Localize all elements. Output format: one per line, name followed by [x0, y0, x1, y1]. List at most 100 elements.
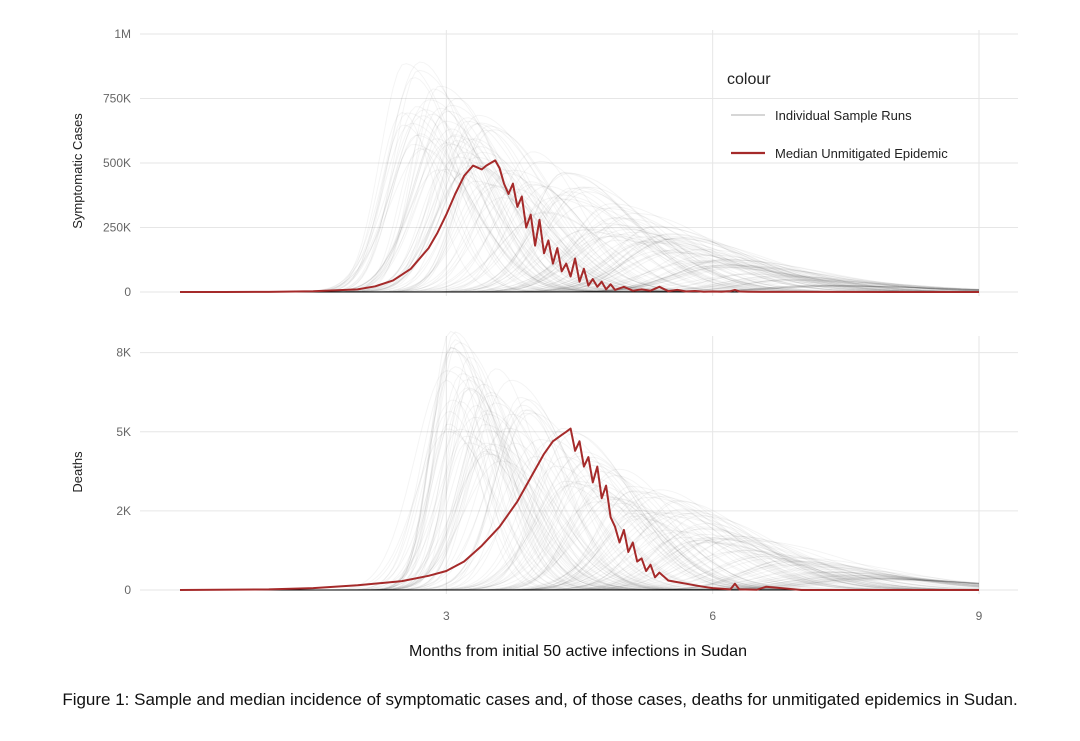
- sample-run-line: [180, 527, 979, 591]
- sample-run-line: [180, 541, 979, 591]
- sample-run-line: [180, 346, 979, 591]
- sample-run-line: [180, 497, 979, 591]
- sample-run-line: [180, 528, 979, 591]
- sample-run-line: [180, 63, 979, 293]
- sample-run-line: [180, 495, 979, 591]
- sample-run-line: [180, 571, 980, 591]
- sample-run-line: [180, 549, 980, 591]
- sample-run-line: [180, 578, 980, 591]
- sample-run-line: [180, 512, 979, 591]
- sample-run-line: [180, 533, 979, 591]
- figure-caption: Figure 1: Sample and median incidence of…: [62, 690, 1018, 709]
- sample-run-line: [180, 511, 979, 591]
- sample-run-line: [180, 577, 980, 591]
- sample-run-line: [180, 347, 979, 591]
- sample-run-line: [180, 522, 979, 591]
- y-tick-label: 5K: [116, 425, 131, 439]
- sample-run-line: [180, 540, 980, 591]
- sample-run-line: [180, 574, 980, 591]
- sample-run-line: [180, 574, 980, 591]
- sample-run-line: [180, 577, 980, 591]
- sample-run-line: [180, 561, 980, 591]
- sample-run-line: [180, 342, 979, 591]
- sample-run-line: [180, 489, 979, 591]
- legend-entry-label: Median Unmitigated Epidemic: [775, 146, 948, 161]
- sample-run-line: [180, 563, 980, 591]
- sample-run-line: [180, 512, 979, 591]
- y-axis-title: Symptomatic Cases: [70, 113, 85, 229]
- sample-run-line: [180, 501, 979, 591]
- sample-run-line: [180, 564, 980, 591]
- y-tick-label: 500K: [103, 156, 131, 170]
- sample-run-line: [180, 539, 980, 591]
- sample-run-line: [180, 568, 980, 591]
- median-epidemic-line: [180, 159, 979, 293]
- sample-run-line: [180, 557, 980, 591]
- sample-run-line: [180, 538, 980, 591]
- sample-run-line: [180, 560, 980, 591]
- sample-run-line: [180, 515, 979, 591]
- sample-run-line: [180, 556, 980, 591]
- y-tick-label: 2K: [116, 504, 131, 518]
- sample-run-line: [180, 577, 980, 591]
- sample-run-line: [180, 535, 979, 591]
- sample-run-line: [180, 572, 980, 591]
- sample-run-line: [180, 566, 980, 591]
- y-tick-label: 0: [124, 583, 131, 597]
- x-tick-label: 9: [976, 609, 983, 623]
- sample-run-line: [180, 551, 979, 591]
- sample-run-line: [180, 512, 979, 591]
- sample-run-line: [180, 536, 979, 591]
- sample-run-line: [180, 537, 980, 591]
- sample-run-line: [180, 537, 979, 591]
- sample-run-line: [180, 560, 980, 591]
- sample-run-line: [180, 550, 979, 591]
- sample-run-line: [180, 138, 979, 293]
- sample-run-line: [180, 553, 980, 591]
- sample-run-line: [180, 575, 980, 591]
- sample-run-line: [180, 574, 980, 591]
- sample-run-line: [180, 539, 980, 591]
- sample-run-line: [180, 564, 980, 591]
- x-tick-label: 6: [709, 609, 716, 623]
- legend-title: colour: [727, 71, 771, 88]
- sample-run-line: [180, 531, 979, 591]
- sample-run-line: [180, 138, 979, 293]
- sample-run-line: [180, 485, 979, 591]
- sample-run-line: [180, 542, 980, 591]
- sample-run-line: [180, 571, 980, 591]
- sample-run-line: [180, 575, 980, 591]
- sample-run-line: [180, 575, 980, 591]
- sample-run-line: [180, 571, 980, 591]
- sample-run-line: [180, 555, 980, 591]
- median-epidemic-line: [179, 427, 979, 591]
- sample-run-line: [180, 577, 980, 591]
- sample-run-line: [180, 492, 979, 591]
- x-tick-label: 3: [443, 609, 450, 623]
- y-tick-label: 0: [124, 285, 131, 299]
- sample-run-line: [180, 499, 979, 591]
- y-tick-label: 1M: [114, 27, 131, 41]
- sample-run-line: [180, 509, 979, 591]
- sample-run-line: [180, 160, 979, 293]
- sample-run-line: [180, 577, 980, 591]
- sample-run-line: [180, 578, 980, 591]
- sample-run-line: [180, 578, 980, 591]
- sample-run-line: [180, 346, 979, 591]
- sample-run-line: [180, 562, 980, 591]
- y-tick-label: 250K: [103, 221, 131, 235]
- legend: colour Individual Sample Runs Median Unmit…: [727, 71, 948, 161]
- sample-run-line: [180, 579, 980, 591]
- y-axis-title: Deaths: [70, 451, 85, 493]
- sample-run-line: [180, 571, 980, 591]
- y-tick-label: 8K: [116, 346, 131, 360]
- sample-run-line: [180, 535, 980, 591]
- x-axis-title: Months from initial 50 active infections…: [409, 643, 747, 660]
- sample-run-line: [180, 529, 979, 591]
- sample-run-line: [180, 540, 979, 591]
- sample-run-line: [180, 370, 979, 591]
- sample-run-line: [180, 490, 979, 591]
- sample-runs-group: [180, 61, 980, 293]
- sample-run-line: [180, 576, 980, 591]
